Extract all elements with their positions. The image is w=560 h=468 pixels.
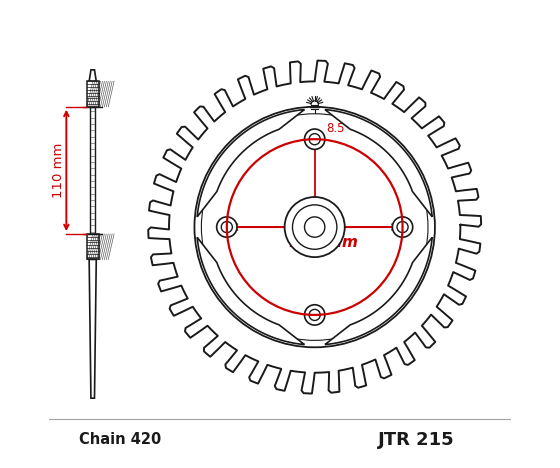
Circle shape bbox=[309, 309, 320, 321]
Polygon shape bbox=[89, 70, 96, 81]
Polygon shape bbox=[325, 110, 432, 217]
Text: JTR 215: JTR 215 bbox=[378, 431, 455, 449]
Text: 110 mm: 110 mm bbox=[53, 143, 66, 198]
Polygon shape bbox=[91, 107, 95, 234]
Text: 130 mm: 130 mm bbox=[290, 235, 358, 250]
Polygon shape bbox=[89, 259, 96, 398]
Polygon shape bbox=[197, 110, 305, 217]
Circle shape bbox=[305, 129, 325, 149]
Circle shape bbox=[309, 134, 320, 145]
Circle shape bbox=[217, 217, 237, 237]
Polygon shape bbox=[87, 234, 99, 259]
Circle shape bbox=[292, 205, 337, 249]
Polygon shape bbox=[325, 237, 432, 344]
Polygon shape bbox=[87, 81, 99, 107]
Text: 8.5: 8.5 bbox=[326, 122, 345, 135]
Circle shape bbox=[305, 305, 325, 325]
Circle shape bbox=[305, 217, 325, 237]
Circle shape bbox=[397, 221, 408, 233]
Circle shape bbox=[221, 221, 232, 233]
Circle shape bbox=[194, 107, 435, 347]
Circle shape bbox=[284, 197, 345, 257]
Text: Chain 420: Chain 420 bbox=[80, 432, 162, 447]
Circle shape bbox=[393, 217, 413, 237]
Polygon shape bbox=[197, 237, 305, 344]
